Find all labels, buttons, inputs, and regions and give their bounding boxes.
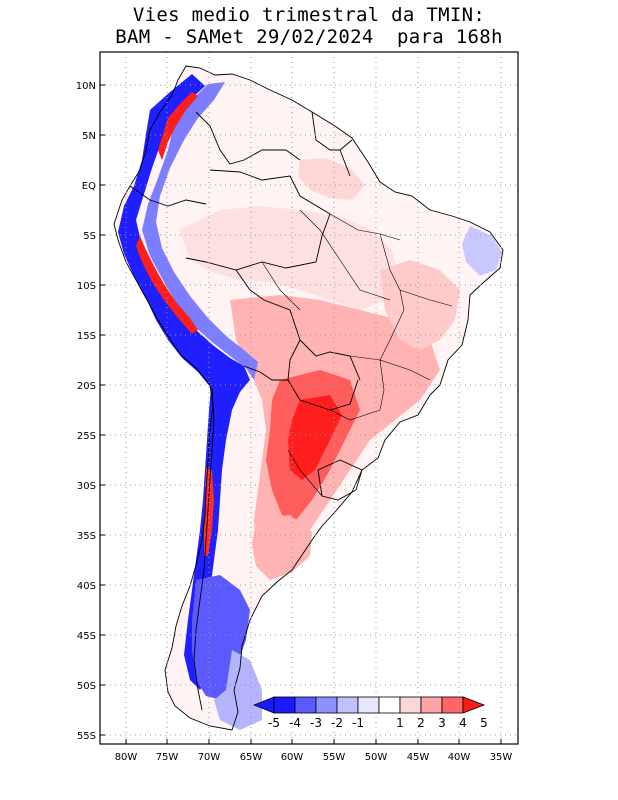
andes-cool-fringe: [142, 82, 258, 380]
map-frame: [99, 51, 519, 745]
title-line-1: Vies medio trimestral da TMIN:: [132, 4, 486, 26]
border-guianas: [311, 111, 353, 177]
lat-label: 15S: [77, 331, 96, 342]
border-colombia-venezuela: [195, 111, 301, 165]
patagonia-cool-bias: [214, 650, 262, 730]
colorbar-cell: [420, 696, 443, 714]
lat-label: 45S: [77, 631, 96, 642]
graticule: [100, 52, 518, 744]
colorbar-label: 1: [396, 716, 404, 730]
coastline: [113, 65, 504, 731]
colorbar-label: -5: [268, 716, 280, 730]
lon-label: 75W: [156, 752, 179, 763]
colorbar: -5 -4 -3 -2 -1 1 2 3 4 5: [252, 696, 488, 730]
lat-label: 55S: [77, 731, 96, 742]
lon-label: 70W: [198, 752, 221, 763]
lon-label: 35W: [490, 752, 513, 763]
colorbar-label: -2: [331, 716, 343, 730]
andes-cold-bias: [118, 74, 250, 690]
colorbar-cell: [378, 696, 401, 714]
lon-label: 80W: [115, 752, 138, 763]
title-line-2: BAM - SAMet 29/02/2024 para 168h: [115, 26, 503, 48]
lon-label: 60W: [281, 752, 304, 763]
lat-label: 5S: [83, 231, 96, 242]
border-brazil-states: [261, 209, 453, 497]
map-title: Vies medio trimestral da TMIN: BAM - SAM…: [0, 4, 618, 48]
colorbar-cell: [441, 696, 464, 714]
guiana-warm-bias: [298, 158, 365, 200]
border-paraguay: [287, 339, 359, 411]
lat-label: 35S: [77, 531, 96, 542]
colorbar-cell: [399, 696, 422, 714]
lat-label: 5N: [82, 131, 96, 142]
andes-warm-streak-peru: [136, 236, 198, 334]
colorbar-cell: [273, 696, 296, 714]
northeast-coast-cool: [462, 226, 502, 276]
colorbar-right-arrow: [462, 696, 486, 714]
northeast-bias: [380, 260, 460, 350]
lon-label: 55W: [323, 752, 346, 763]
colorbar-cell: [315, 696, 338, 714]
lat-label: 20S: [77, 381, 96, 392]
colorbar-label: -3: [310, 716, 322, 730]
political-borders: [113, 65, 504, 731]
colorbar-label: -4: [289, 716, 301, 730]
border-peru-ecuador: [129, 185, 207, 207]
longitude-labels: 80W 75W 70W 65W 60W 55W 50W 45W 40W 35W: [115, 752, 513, 763]
lon-label: 40W: [448, 752, 471, 763]
border-argentina-chile: [193, 387, 215, 711]
colorbar-label: 5: [480, 716, 488, 730]
lat-label: 50S: [77, 681, 96, 692]
colorbar-cell: [336, 696, 359, 714]
lat-label: 10S: [77, 281, 96, 292]
border-argentina-north: [243, 365, 288, 381]
bias-field: [114, 66, 503, 730]
colorbar-cell: [357, 696, 380, 714]
lon-label: 50W: [365, 752, 388, 763]
colorbar-cell: [294, 696, 317, 714]
latitude-labels: 10N 5N EQ 5S 10S 15S 20S 25S 30S 35S 40S…: [76, 81, 96, 742]
lat-label: 30S: [77, 481, 96, 492]
amazon-warm-bias: [180, 206, 400, 310]
pampas-warm-bias: [252, 515, 312, 580]
andes-warm-streak-north: [158, 92, 198, 160]
colorbar-label: 2: [417, 716, 425, 730]
colorbar-label: -1: [352, 716, 364, 730]
axis-ticks: [100, 84, 502, 744]
lat-label: 25S: [77, 431, 96, 442]
lat-label: 10N: [76, 81, 96, 92]
lon-label: 45W: [407, 752, 430, 763]
lon-label: 65W: [240, 752, 263, 763]
lat-label: 40S: [77, 581, 96, 592]
colorbar-label: 4: [459, 716, 467, 730]
colorbar-label: 3: [438, 716, 446, 730]
core-hot-bias: [288, 395, 342, 480]
lat-label: EQ: [82, 181, 96, 192]
